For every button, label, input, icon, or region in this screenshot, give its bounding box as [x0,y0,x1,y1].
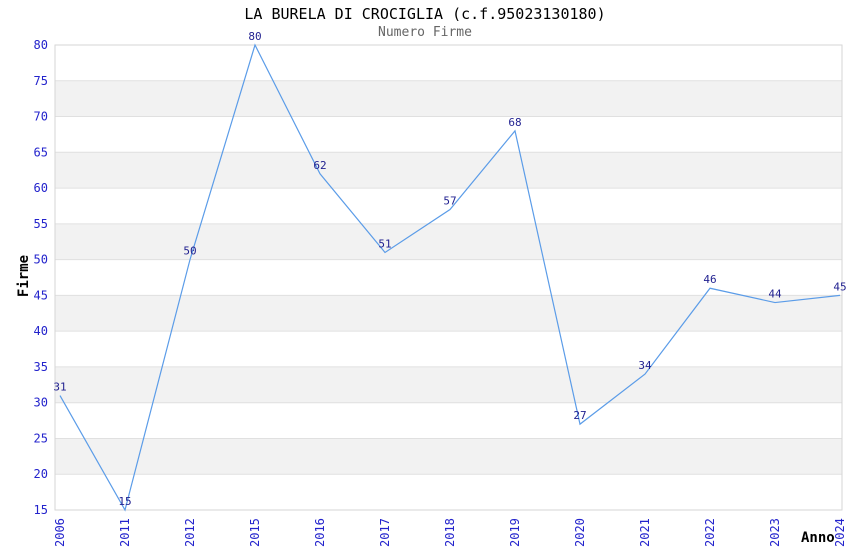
data-point-label: 57 [443,195,456,208]
plot-band [55,152,842,189]
x-tick-label: 2021 [638,518,652,547]
x-tick-label: 2015 [248,518,262,547]
plot-band [55,45,842,81]
plot-band [55,223,842,260]
x-tick-label: 2011 [118,518,132,547]
plot-band [55,259,842,296]
series-line [59,43,841,512]
y-tick-label: 20 [34,467,48,481]
data-point-label: 34 [638,359,652,372]
data-point-label: 31 [53,381,66,394]
data-point-label: 50 [183,245,196,258]
x-tick-label: 2023 [768,518,782,547]
plot-band [55,188,842,224]
data-point-label: 44 [768,288,782,301]
plot-band [55,331,842,367]
data-point-label: 62 [313,159,326,172]
x-tick-label: 2012 [183,518,197,547]
y-axis-title: Firme [16,254,32,298]
data-point-label: 68 [508,116,521,129]
data-point-label: 80 [248,30,261,43]
plot-band [55,116,842,153]
y-tick-label: 55 [34,217,48,231]
x-tick-label: 2024 [833,518,847,547]
x-tick-label: 2020 [573,518,587,547]
x-tick-label: 2017 [378,518,392,547]
y-tick-label: 35 [34,360,48,374]
plot-band [55,80,842,117]
x-tick-label: 2018 [443,518,457,547]
y-tick-label: 30 [34,396,48,410]
y-tick-label: 45 [34,288,48,302]
chart-title: LA BURELA DI CROCIGLIA (c.f.95023130180) [244,5,606,23]
data-point-label: 45 [833,280,846,293]
y-tick-label: 60 [34,181,48,195]
y-tick-label: 50 [34,253,48,267]
chart-subtitle: Numero Firme [378,25,472,40]
plot-border [54,44,843,511]
plot-band [55,366,842,403]
y-tick-label: 25 [34,431,48,445]
plot-band [55,474,842,510]
y-tick-label: 80 [34,38,48,52]
data-point-label: 51 [378,237,391,250]
y-tick-label: 40 [34,324,48,338]
x-tick-label: 2022 [703,518,717,547]
plot-band [55,402,842,439]
data-point-label: 15 [118,495,131,508]
x-axis-title: Anno [801,530,835,546]
data-point-label: 27 [573,409,586,422]
data-point-label: 46 [703,273,716,286]
y-tick-label: 65 [34,145,48,159]
y-tick-label: 15 [34,503,48,517]
x-tick-label: 2019 [508,518,522,547]
plot-band [55,295,842,332]
plot-band [55,438,842,475]
y-tick-label: 70 [34,110,48,124]
y-tick-label: 75 [34,74,48,88]
x-tick-label: 2016 [313,518,327,547]
x-tick-label: 2006 [53,518,67,547]
